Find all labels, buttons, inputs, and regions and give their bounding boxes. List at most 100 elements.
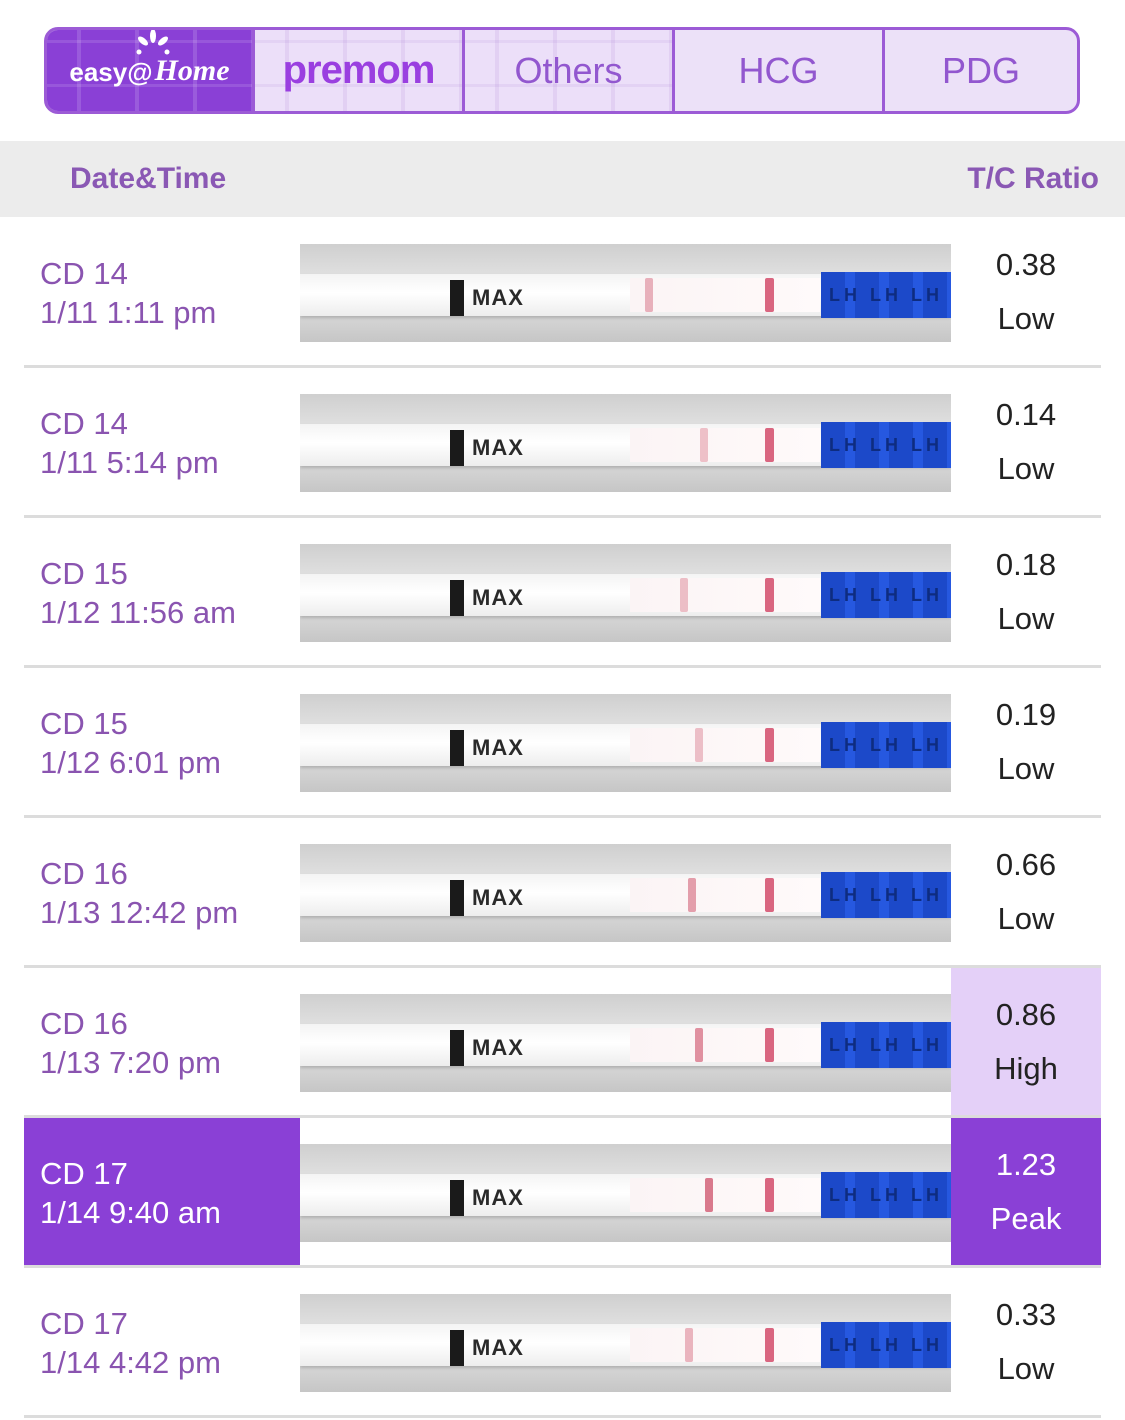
- row-date-cell: CD 17 1/14 4:42 pm: [24, 1268, 300, 1415]
- easy-home-logo: easy@ Home: [69, 30, 230, 88]
- strip-handle-label: LH LH LH: [829, 885, 943, 905]
- cycle-day-label: CD 16: [40, 1006, 128, 1041]
- max-bar-icon: [450, 280, 464, 316]
- cycle-day-label: CD 17: [40, 1156, 128, 1191]
- cycle-day-label: CD 15: [40, 556, 128, 591]
- max-bar-icon: [450, 580, 464, 616]
- strip-handle: LH LH LH: [821, 722, 951, 768]
- tab-pdg[interactable]: PDG: [885, 30, 1077, 111]
- test-row[interactable]: CD 16 1/13 12:42 pm MAX LH LH LH 0.66 Low: [24, 818, 1101, 968]
- max-line-marker: MAX: [450, 1328, 524, 1368]
- cycle-day-label: CD 14: [40, 406, 128, 441]
- tab-others-label: Others: [514, 49, 623, 91]
- row-date-cell: CD 14 1/11 5:14 pm: [24, 368, 300, 515]
- lh-level-badge: Peak: [990, 1200, 1062, 1236]
- max-line-marker: MAX: [450, 1028, 524, 1068]
- tab-pdg-label: PDG: [941, 49, 1020, 91]
- test-row[interactable]: CD 17 1/14 9:40 am MAX LH LH LH 1.23 Peak: [24, 1118, 1101, 1268]
- row-ratio-cell: 0.66 Low: [951, 818, 1101, 965]
- lh-level-badge: Low: [997, 450, 1055, 486]
- row-ratio-cell: 0.38 Low: [951, 218, 1101, 365]
- max-label: MAX: [472, 285, 524, 310]
- test-time-label: 1/11 5:14 pm: [40, 445, 219, 480]
- row-ratio-cell: 0.18 Low: [951, 518, 1101, 665]
- test-time-label: 1/11 1:11 pm: [40, 295, 217, 330]
- tc-ratio-value: 0.18: [995, 546, 1057, 582]
- control-line: [765, 728, 774, 762]
- max-line-marker: MAX: [450, 428, 524, 468]
- strip-result-window: [630, 1328, 820, 1362]
- test-row[interactable]: CD 14 1/11 1:11 pm MAX LH LH LH 0.38 Low: [24, 218, 1101, 368]
- strip-handle-label: LH LH LH: [829, 1185, 943, 1205]
- strip-handle-label: LH LH LH: [829, 285, 943, 305]
- brand-tab-bar: easy@ Home premom Others HCG PDG: [44, 27, 1080, 114]
- max-label: MAX: [472, 735, 524, 760]
- test-row[interactable]: CD 14 1/11 5:14 pm MAX LH LH LH 0.14 Low: [24, 368, 1101, 518]
- lh-level-badge: Low: [997, 600, 1055, 636]
- strip-result-window: [630, 428, 820, 462]
- strip-handle: LH LH LH: [821, 1322, 951, 1368]
- control-line: [765, 278, 774, 312]
- test-strip-photo[interactable]: MAX LH LH LH: [300, 694, 951, 792]
- control-line: [765, 1028, 774, 1062]
- test-time-label: 1/14 4:42 pm: [40, 1345, 221, 1380]
- test-strip-photo[interactable]: MAX LH LH LH: [300, 544, 951, 642]
- control-line: [765, 1178, 774, 1212]
- max-label: MAX: [472, 1185, 524, 1210]
- max-bar-icon: [450, 730, 464, 766]
- tab-premom[interactable]: premom: [255, 30, 465, 111]
- test-line: [695, 1028, 703, 1062]
- test-strip-photo[interactable]: MAX LH LH LH: [300, 994, 951, 1092]
- row-date-cell: CD 17 1/14 9:40 am: [24, 1118, 300, 1265]
- cycle-day-label: CD 15: [40, 706, 128, 741]
- premom-logo: premom: [282, 48, 436, 92]
- control-line: [765, 428, 774, 462]
- strip-handle: LH LH LH: [821, 1172, 951, 1218]
- max-bar-icon: [450, 880, 464, 916]
- test-row[interactable]: CD 15 1/12 6:01 pm MAX LH LH LH 0.19 Low: [24, 668, 1101, 818]
- test-line: [645, 278, 653, 312]
- tab-hcg[interactable]: HCG: [675, 30, 885, 111]
- strip-handle-label: LH LH LH: [829, 435, 943, 455]
- test-row[interactable]: CD 17 1/14 4:42 pm MAX LH LH LH 0.33 Low: [24, 1268, 1101, 1418]
- row-date-cell: CD 16 1/13 12:42 pm: [24, 818, 300, 965]
- lh-level-badge: High: [994, 1050, 1058, 1086]
- tab-hcg-label: HCG: [738, 49, 819, 91]
- test-strip-photo[interactable]: MAX LH LH LH: [300, 1294, 951, 1392]
- max-label: MAX: [472, 435, 524, 460]
- test-strip-photo[interactable]: MAX LH LH LH: [300, 244, 951, 342]
- row-date-cell: CD 14 1/11 1:11 pm: [24, 218, 300, 365]
- strip-handle-label: LH LH LH: [829, 735, 943, 755]
- home-word: Home: [154, 53, 230, 87]
- test-strip-photo[interactable]: MAX LH LH LH: [300, 1144, 951, 1242]
- test-line: [688, 878, 696, 912]
- max-bar-icon: [450, 1330, 464, 1366]
- control-line: [765, 578, 774, 612]
- test-time-label: 1/14 9:40 am: [40, 1195, 221, 1230]
- strip-handle-label: LH LH LH: [829, 585, 943, 605]
- test-line: [680, 578, 688, 612]
- row-ratio-cell: 0.86 High: [951, 968, 1101, 1115]
- control-line: [765, 878, 774, 912]
- cycle-day-label: CD 14: [40, 256, 128, 291]
- max-label: MAX: [472, 1035, 524, 1060]
- test-row[interactable]: CD 15 1/12 11:56 am MAX LH LH LH 0.18 Low: [24, 518, 1101, 668]
- strip-result-window: [630, 278, 820, 312]
- row-ratio-cell: 0.19 Low: [951, 668, 1101, 815]
- test-row[interactable]: CD 16 1/13 7:20 pm MAX LH LH LH 0.86 High: [24, 968, 1101, 1118]
- test-time-label: 1/13 7:20 pm: [40, 1045, 221, 1080]
- strip-handle: LH LH LH: [821, 872, 951, 918]
- cycle-day-label: CD 16: [40, 856, 128, 891]
- max-line-marker: MAX: [450, 278, 524, 318]
- test-strip-photo[interactable]: MAX LH LH LH: [300, 394, 951, 492]
- tc-ratio-value: 0.14: [995, 396, 1057, 432]
- cycle-day-label: CD 17: [40, 1306, 128, 1341]
- tab-others[interactable]: Others: [465, 30, 675, 111]
- max-bar-icon: [450, 430, 464, 466]
- row-date-cell: CD 16 1/13 7:20 pm: [24, 968, 300, 1115]
- row-ratio-cell: 0.33 Low: [951, 1268, 1101, 1415]
- test-strip-photo[interactable]: MAX LH LH LH: [300, 844, 951, 942]
- tc-ratio-value: 0.33: [995, 1296, 1057, 1332]
- tab-easy-home[interactable]: easy@ Home: [47, 30, 255, 111]
- test-line: [685, 1328, 693, 1362]
